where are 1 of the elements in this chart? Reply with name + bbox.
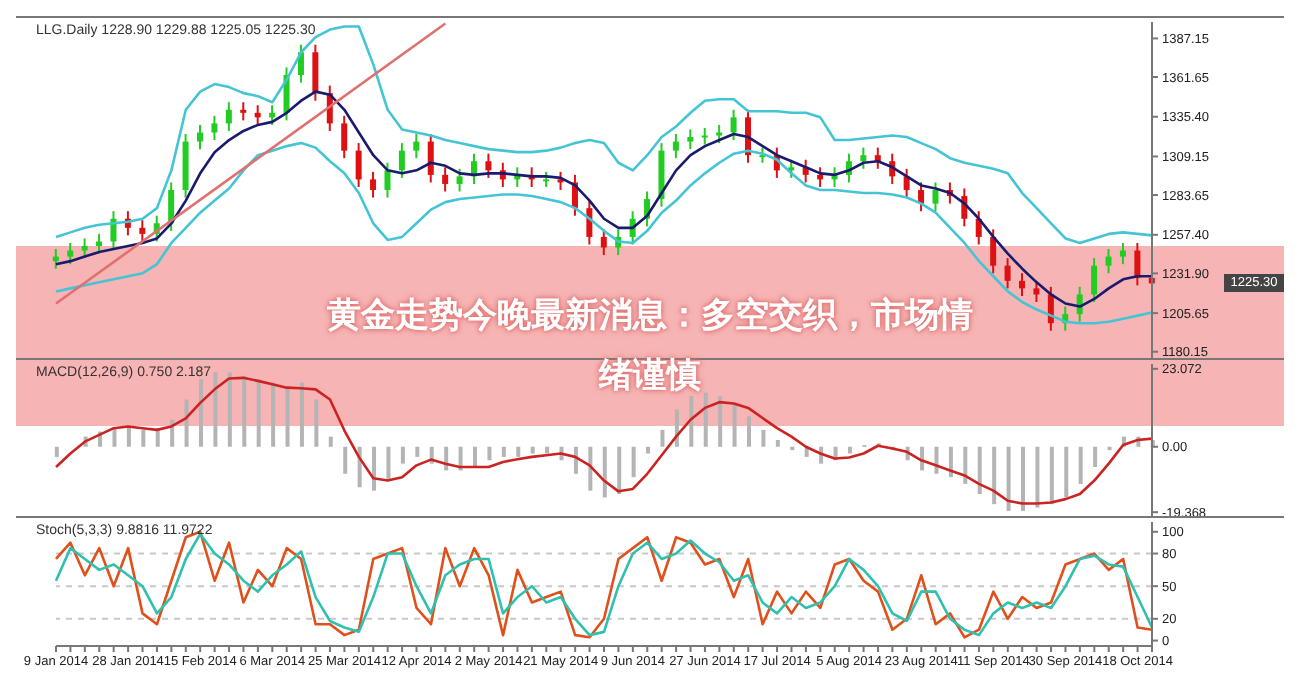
text: 黄金走势今晚最新消息：多空交织，市场情绪谨慎	[327, 296, 973, 396]
